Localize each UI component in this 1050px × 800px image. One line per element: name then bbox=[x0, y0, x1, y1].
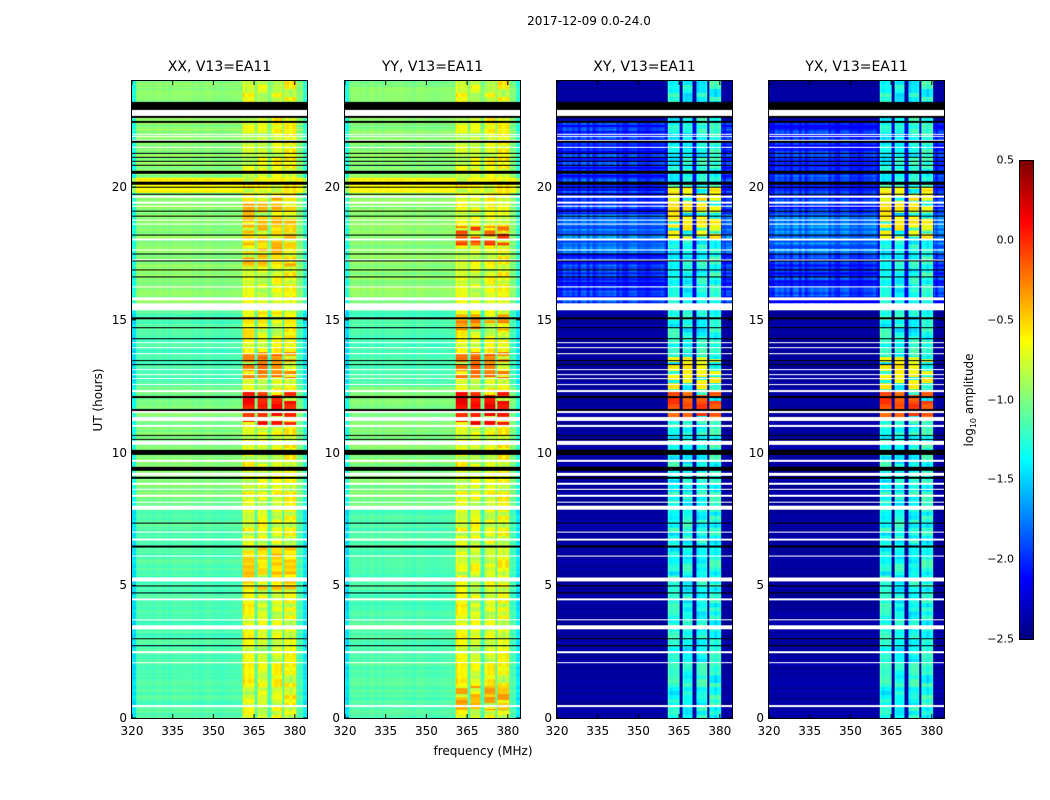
colorbar-tick-label: 0.5 bbox=[996, 153, 1015, 167]
y-axis-label: UT (hours) bbox=[91, 368, 105, 432]
heatmap-image bbox=[769, 81, 944, 718]
axis-ticks bbox=[131, 81, 307, 719]
x-tick-label: 380 bbox=[283, 724, 307, 738]
colorbar-tick-label: −1.5 bbox=[987, 472, 1014, 486]
heatmap-image bbox=[345, 81, 520, 718]
heatmap-image bbox=[557, 81, 732, 718]
x-tick-label: 335 bbox=[374, 724, 398, 738]
colorbar-label: log10 amplitude bbox=[962, 354, 978, 447]
heatmap-panel-xy: XY, V13=EA11 320 335 350 365 380 0 5 10 15 20 bbox=[537, 59, 733, 738]
x-tick-label: 335 bbox=[586, 724, 610, 738]
heatmap-panel-xx: XX, V13=EA11 320 335 350 365 380 0 5 10 15 20 bbox=[112, 59, 308, 738]
y-tick-label: 20 bbox=[748, 180, 764, 195]
axis-ticks bbox=[344, 81, 520, 719]
y-tick-label: 0 bbox=[332, 711, 340, 725]
panel-title: YX, V13=EA11 bbox=[805, 59, 908, 75]
colorbar-label-prefix: log bbox=[961, 428, 976, 447]
colorbar-tick-label: −0.5 bbox=[987, 313, 1014, 327]
y-tick-label: 15 bbox=[111, 312, 127, 327]
panel-title: YY, V13=EA11 bbox=[381, 59, 484, 75]
panel-title: XX, V13=EA11 bbox=[167, 59, 272, 75]
colorbar-label-suffix: amplitude bbox=[961, 353, 976, 418]
y-tick-label: 10 bbox=[324, 445, 340, 460]
y-tick-label: 20 bbox=[536, 180, 552, 195]
y-tick-label: 20 bbox=[111, 180, 127, 195]
y-tick-label: 0 bbox=[119, 711, 127, 725]
y-tick-label: 10 bbox=[536, 445, 552, 460]
colorbar-tick-label: 0.0 bbox=[996, 233, 1015, 247]
x-tick-label: 320 bbox=[333, 724, 357, 738]
x-tick-label: 350 bbox=[838, 724, 862, 738]
x-tick-label: 320 bbox=[120, 724, 144, 738]
axis-ticks bbox=[556, 81, 732, 719]
figure-title: 2017-12-09 0.0-24.0 bbox=[527, 14, 651, 28]
colorbar-label-sub: 10 bbox=[969, 417, 979, 429]
heatmap-panel-yy: YY, V13=EA11 320 335 350 365 380 0 5 10 15 20 bbox=[325, 59, 521, 738]
x-tick-label: 320 bbox=[757, 724, 781, 738]
colorbar-tick-label: −1.0 bbox=[987, 393, 1014, 406]
y-tick-label: 15 bbox=[324, 312, 340, 327]
y-tick-label: 5 bbox=[332, 578, 340, 593]
colorbar-tick-label: −2.0 bbox=[987, 552, 1014, 566]
y-tick-label: 5 bbox=[544, 578, 552, 593]
x-tick-label: 365 bbox=[455, 724, 479, 738]
y-tick-label: 15 bbox=[536, 312, 552, 327]
heatmap-panel-yx: YX, V13=EA11 320 335 350 365 380 0 5 10 15 20 bbox=[749, 59, 945, 738]
x-tick-label: 380 bbox=[496, 724, 520, 738]
y-tick-label: 20 bbox=[324, 180, 340, 195]
y-tick-label: 10 bbox=[748, 445, 764, 460]
panel-title: XY, V13=EA11 bbox=[593, 59, 696, 75]
axis-ticks bbox=[768, 81, 944, 719]
x-tick-label: 365 bbox=[242, 724, 266, 738]
x-tick-label: 335 bbox=[798, 724, 822, 738]
x-tick-label: 365 bbox=[879, 724, 903, 738]
x-tick-label: 335 bbox=[161, 724, 185, 738]
x-tick-label: 380 bbox=[920, 724, 944, 738]
y-tick-label: 0 bbox=[756, 711, 764, 725]
x-tick-label: 350 bbox=[626, 724, 650, 738]
x-tick-label: 320 bbox=[545, 724, 569, 738]
heatmap-image bbox=[132, 81, 307, 718]
y-tick-label: 0 bbox=[544, 711, 552, 725]
x-axis-label: frequency (MHz) bbox=[433, 744, 533, 758]
y-tick-label: 10 bbox=[111, 445, 127, 460]
x-tick-label: 350 bbox=[201, 724, 225, 738]
y-tick-label: 15 bbox=[748, 312, 764, 327]
colorbar bbox=[1019, 160, 1034, 640]
colorbar-gradient bbox=[1020, 161, 1033, 639]
y-tick-label: 5 bbox=[756, 578, 764, 593]
y-tick-label: 5 bbox=[119, 578, 127, 593]
x-tick-label: 350 bbox=[414, 724, 438, 738]
x-tick-label: 365 bbox=[667, 724, 691, 738]
colorbar-tick-label: −2.5 bbox=[987, 632, 1014, 646]
x-tick-label: 380 bbox=[708, 724, 732, 738]
